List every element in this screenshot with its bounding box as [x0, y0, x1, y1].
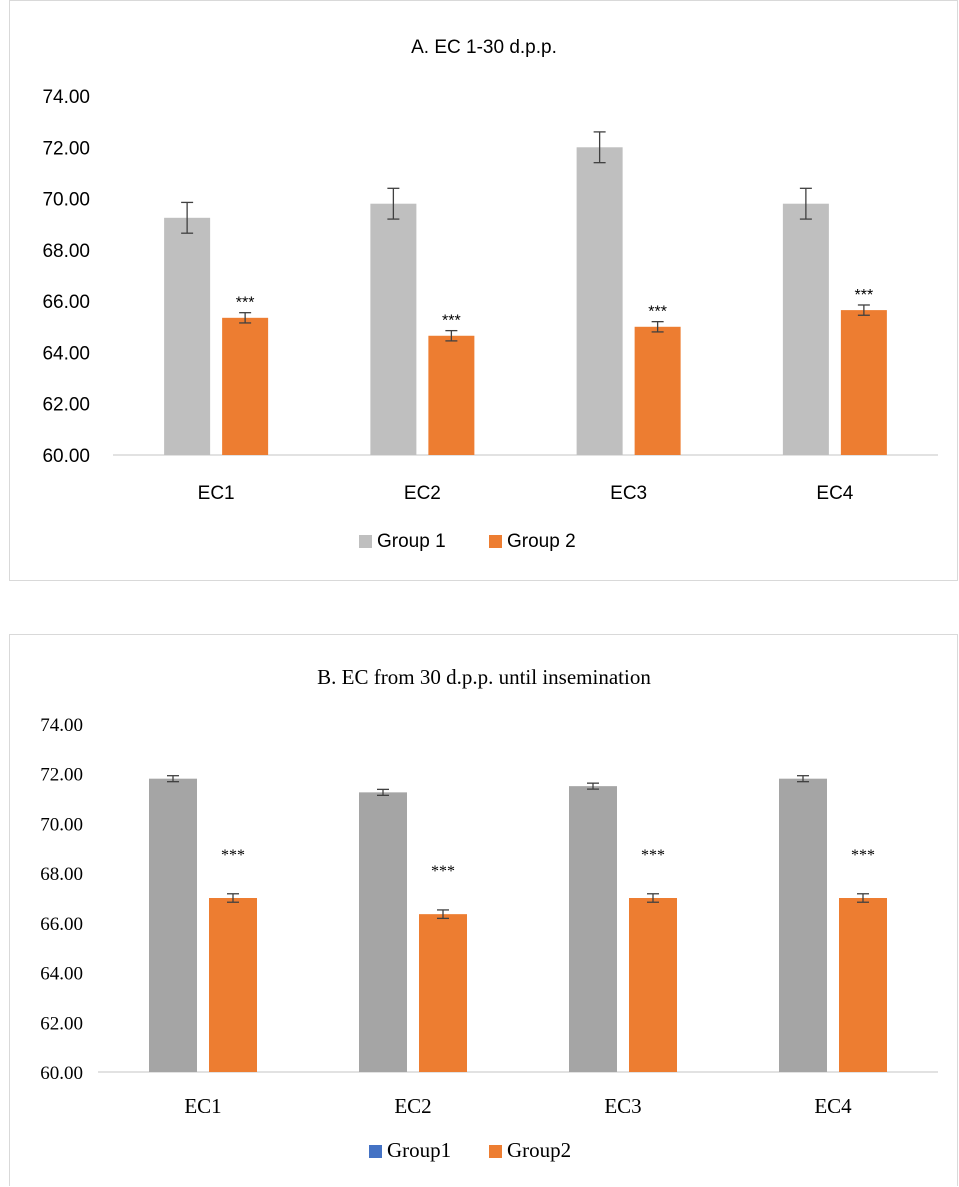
legend-label-1: Group 1	[377, 531, 446, 552]
bar-1-ec4	[779, 778, 827, 1072]
bar-2-ec3	[634, 326, 681, 455]
y-tick-label: 68.00	[42, 241, 90, 262]
legend-label-2: Group2	[507, 1138, 571, 1162]
bar-2-ec4	[840, 310, 887, 455]
y-tick-label: 60.00	[42, 446, 90, 467]
bar-2-ec2	[419, 914, 467, 1072]
significance-label: ***	[442, 313, 461, 330]
chart-b-svg: B. EC from 30 d.p.p. until insemination 6…	[40, 665, 938, 1162]
x-category-label: EC1	[184, 1094, 221, 1118]
legend-label-2: Group 2	[507, 531, 576, 552]
y-tick-label: 66.00	[42, 292, 90, 313]
chart-panel-a: A. EC 1-30 d.p.p. 60.00 62.00 64.00 66.00 68.…	[9, 0, 958, 581]
y-tick-label: 74.00	[40, 715, 83, 736]
x-category-label: EC2	[394, 1094, 431, 1118]
legend-swatch-1	[369, 1145, 382, 1158]
y-tick-label: 72.00	[42, 138, 90, 159]
y-tick-label: 72.00	[40, 765, 83, 786]
x-category-label: EC4	[816, 483, 853, 504]
y-tick-label: 62.00	[42, 395, 90, 416]
y-tick-label: 70.00	[40, 814, 83, 835]
x-category-label: EC4	[814, 1094, 852, 1118]
chart-a-svg: A. EC 1-30 d.p.p. 60.00 62.00 64.00 66.00 68.…	[42, 37, 938, 552]
significance-label: ***	[431, 863, 455, 880]
x-category-label: EC3	[610, 483, 647, 504]
legend-label-1: Group1	[387, 1138, 451, 1162]
legend-swatch-2	[489, 1145, 502, 1158]
y-tick-label: 70.00	[42, 190, 90, 211]
bar-2-ec1	[222, 317, 269, 455]
x-category-label: EC2	[404, 483, 441, 504]
legend-swatch-2	[489, 535, 502, 548]
chart-title: A. EC 1-30 d.p.p.	[411, 37, 557, 58]
bar-1-ec3	[569, 786, 617, 1072]
y-tick-label: 64.00	[42, 343, 90, 364]
bar-1-ec4	[782, 203, 829, 455]
bar-2-ec2	[428, 335, 475, 455]
bar-1-ec2	[359, 792, 407, 1072]
y-tick-label: 66.00	[40, 914, 83, 935]
significance-label: ***	[648, 304, 667, 321]
bar-1-ec2	[370, 203, 417, 455]
x-category-label: EC1	[198, 483, 235, 504]
y-tick-label: 62.00	[40, 1013, 83, 1034]
significance-label: ***	[851, 847, 875, 864]
bar-1-ec1	[164, 217, 211, 455]
significance-label: ***	[855, 287, 874, 304]
y-tick-label: 64.00	[40, 964, 83, 985]
x-category-label: EC3	[604, 1094, 641, 1118]
legend-swatch-1	[359, 535, 372, 548]
chart-title: B. EC from 30 d.p.p. until insemination	[317, 665, 651, 689]
y-tick-label: 60.00	[40, 1063, 83, 1084]
y-tick-label: 74.00	[42, 87, 90, 108]
bar-2-ec4	[839, 898, 887, 1072]
bar-2-ec1	[209, 898, 257, 1072]
bar-2-ec3	[629, 898, 677, 1072]
significance-label: ***	[236, 295, 255, 312]
bar-1-ec1	[149, 778, 197, 1072]
chart-panel-b: B. EC from 30 d.p.p. until insemination 6…	[9, 634, 958, 1186]
bar-1-ec3	[576, 147, 623, 456]
significance-label: ***	[641, 847, 665, 864]
y-tick-label: 68.00	[40, 864, 83, 885]
significance-label: ***	[221, 847, 245, 864]
